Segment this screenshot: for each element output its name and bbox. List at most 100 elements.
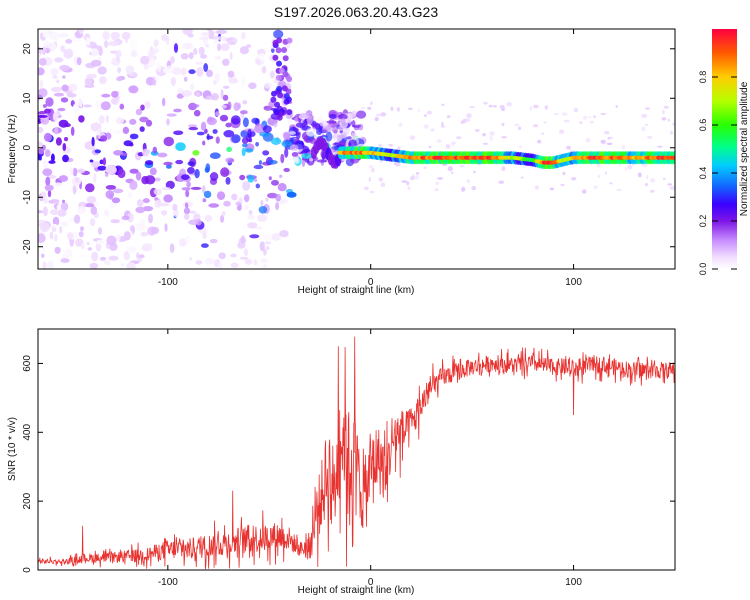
spectrogram-cell xyxy=(351,132,357,140)
spectrogram-signal-cell xyxy=(670,155,675,160)
spectrogram-cell xyxy=(95,135,100,140)
spectrogram-cell xyxy=(202,185,206,194)
spectrogram-cell xyxy=(566,145,571,150)
spectrogram-cell xyxy=(39,79,44,89)
spectrogram-cell xyxy=(272,39,279,46)
spectrogram-cell xyxy=(180,53,189,60)
spectrogram-cell xyxy=(533,104,539,109)
spectrogram-cell xyxy=(99,256,107,261)
spectrogram-cell xyxy=(91,251,99,262)
spectrogram-cell xyxy=(116,92,127,97)
colorbar-tick-label: 0.4 xyxy=(698,167,708,180)
spectrogram-cell xyxy=(266,246,270,250)
spectrogram-cell xyxy=(378,143,382,148)
spectrogram-cell xyxy=(143,64,149,70)
spectrogram-cell xyxy=(493,105,497,108)
spectrogram-cell xyxy=(325,131,333,142)
spectrogram-cell xyxy=(657,145,663,148)
spectrogram-cell xyxy=(49,199,60,204)
spectrogram-cell xyxy=(294,117,299,122)
spectrogram-cell xyxy=(455,136,462,140)
spectrogram-cell xyxy=(624,166,627,172)
spectrogram-cell xyxy=(460,120,464,125)
spectrogram-cell xyxy=(447,166,453,172)
spectrogram-cell xyxy=(172,67,182,75)
spectrogram-cell xyxy=(71,176,82,186)
spectrogram-cell xyxy=(165,180,175,190)
spectrogram-cell xyxy=(627,164,633,170)
spectrogram-cell xyxy=(42,104,48,108)
spectrogram-cell xyxy=(202,232,207,240)
spectrogram-cell xyxy=(201,243,209,248)
spectrogram-cell xyxy=(52,75,58,79)
spectrogram-cell xyxy=(105,115,109,123)
spectrogram-cell xyxy=(156,62,162,72)
spectrogram-cell xyxy=(144,101,151,109)
spectrogram-cell xyxy=(587,116,592,119)
spectrogram-cell xyxy=(119,103,125,110)
spectrogram-cell xyxy=(534,185,540,190)
spectrogram-cell xyxy=(78,231,84,238)
spectrogram-cell xyxy=(90,218,96,227)
spectrogram-cell xyxy=(72,103,80,113)
spectrogram-cell xyxy=(130,49,138,58)
spectrogram-cell xyxy=(237,241,246,249)
spectrogram-cell xyxy=(474,129,480,132)
spectrogram-y-tick-label: 10 xyxy=(22,92,33,104)
spectrogram-cell xyxy=(40,116,50,125)
spectrogram-cell xyxy=(164,223,168,232)
spectrogram-cell xyxy=(246,44,252,48)
spectrogram-cell xyxy=(58,175,69,182)
spectrogram-cell xyxy=(272,54,279,61)
spectrogram-cell xyxy=(369,190,375,194)
spectrogram-cell xyxy=(282,131,291,138)
spectrogram-cell xyxy=(89,262,99,269)
spectrogram-cell xyxy=(83,104,92,108)
spectrogram-cell xyxy=(398,122,403,127)
spectrogram-cell xyxy=(181,187,191,191)
spectrogram-cell xyxy=(554,113,559,116)
spectrogram-cell xyxy=(66,93,77,98)
spectrogram-cell xyxy=(120,263,125,267)
spectrogram-cell xyxy=(417,108,420,113)
spectrogram-cell xyxy=(44,149,51,158)
spectrogram-cell xyxy=(253,259,258,266)
spectrogram-cell xyxy=(172,203,178,212)
spectrogram-cell xyxy=(80,254,90,259)
spectrogram-cell xyxy=(161,187,171,191)
spectrogram-cell xyxy=(406,181,410,186)
spectrogram-cell xyxy=(46,260,54,269)
spectrogram-cell xyxy=(204,167,210,173)
spectrogram-cell xyxy=(102,31,110,40)
spectrogram-cell xyxy=(646,175,649,180)
snr-y-tick-label: 600 xyxy=(22,355,33,372)
spectrogram-cell xyxy=(218,252,226,260)
spectrogram-cell xyxy=(259,241,265,252)
spectrogram-cell xyxy=(271,179,279,186)
spectrogram-cell xyxy=(288,131,296,135)
spectrogram-cell xyxy=(181,174,190,181)
spectrogram-cell xyxy=(70,126,75,136)
spectrogram-cell xyxy=(135,108,142,116)
spectrogram-cell xyxy=(102,157,107,166)
spectrogram-x-tick-label: 0 xyxy=(368,277,374,288)
spectrogram-cell xyxy=(45,176,51,187)
spectrogram-cell xyxy=(193,48,198,55)
spectrogram-cell xyxy=(261,65,267,74)
spectrogram-y-label: Frequency (Hz) xyxy=(7,115,18,184)
spectrogram-cell xyxy=(140,55,150,65)
spectrogram-cell xyxy=(241,147,246,157)
spectrogram-cell xyxy=(192,150,200,156)
spectrogram-x-tick-label: 100 xyxy=(565,277,582,288)
snr-x-tick-label: 0 xyxy=(368,577,374,588)
spectrogram-cell xyxy=(148,213,153,224)
colorbar-tick-label: 0.8 xyxy=(698,71,708,84)
spectrogram-cell xyxy=(87,247,93,251)
spectrogram-cell xyxy=(119,219,125,225)
spectrogram-cell xyxy=(42,168,53,176)
snr-x-tick-label: 100 xyxy=(565,577,582,588)
spectrogram-cell xyxy=(267,160,278,165)
spectrogram-cell xyxy=(615,105,618,108)
spectrogram-cell xyxy=(101,93,111,98)
